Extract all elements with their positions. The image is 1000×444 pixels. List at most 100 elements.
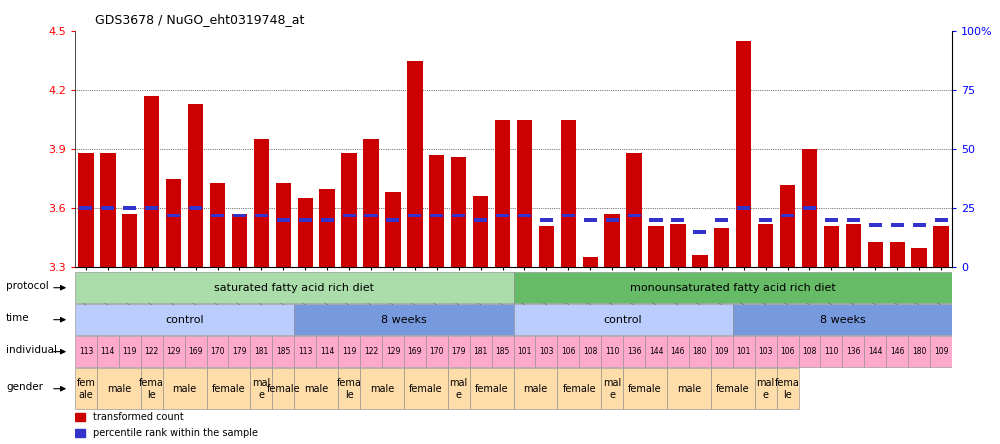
Bar [692, 255, 708, 267]
Bar [316, 336, 338, 367]
Bar [250, 369, 272, 409]
Bar [254, 139, 269, 267]
Bar [930, 336, 952, 367]
Bar [294, 336, 316, 367]
Bar [715, 218, 728, 222]
Bar [250, 336, 272, 367]
Bar [935, 218, 948, 222]
Bar [163, 369, 207, 409]
Bar [891, 223, 904, 226]
Bar [338, 336, 360, 367]
Text: 185: 185 [495, 347, 510, 356]
Bar [496, 214, 509, 217]
Text: female: female [628, 384, 662, 394]
Bar [321, 218, 334, 222]
Bar [141, 369, 163, 409]
Bar [75, 413, 85, 421]
Bar [294, 369, 338, 409]
Text: male: male [523, 384, 548, 394]
Bar [557, 369, 601, 409]
Text: 110: 110 [605, 347, 619, 356]
Bar [847, 218, 860, 222]
Bar [535, 336, 557, 367]
Bar [802, 149, 817, 267]
Bar [671, 218, 684, 222]
Bar [557, 336, 579, 367]
Bar [75, 304, 294, 335]
Text: 103: 103 [758, 347, 773, 356]
Bar [101, 206, 114, 210]
Bar [518, 214, 531, 217]
Bar [755, 369, 777, 409]
Text: 101: 101 [737, 347, 751, 356]
Bar [777, 336, 799, 367]
Text: female: female [562, 384, 596, 394]
Text: 179: 179 [451, 347, 466, 356]
Bar [185, 336, 207, 367]
Text: fema
le: fema le [337, 378, 362, 400]
Bar [514, 304, 733, 335]
Bar [648, 226, 664, 267]
Bar [299, 218, 312, 222]
Bar [404, 369, 448, 409]
Bar [277, 218, 290, 222]
Text: saturated fatty acid rich diet: saturated fatty acid rich diet [214, 283, 374, 293]
Bar [123, 206, 136, 210]
Bar [846, 224, 861, 267]
Bar [408, 214, 421, 217]
Bar [232, 214, 247, 267]
Bar [233, 214, 246, 217]
Bar [667, 369, 711, 409]
Bar [514, 369, 557, 409]
Text: 129: 129 [386, 347, 400, 356]
Bar [360, 369, 404, 409]
Text: 119: 119 [123, 347, 137, 356]
Text: 106: 106 [780, 347, 795, 356]
Text: 114: 114 [101, 347, 115, 356]
Text: male: male [304, 384, 328, 394]
Text: 114: 114 [320, 347, 334, 356]
Bar [711, 336, 733, 367]
Bar [777, 369, 799, 409]
Bar [908, 336, 930, 367]
Text: 169: 169 [408, 347, 422, 356]
Bar [579, 336, 601, 367]
Text: 144: 144 [868, 347, 883, 356]
Bar [470, 336, 492, 367]
Bar [626, 153, 642, 267]
Bar [407, 61, 423, 267]
Text: time: time [6, 313, 30, 323]
Text: percentile rank within the sample: percentile rank within the sample [93, 428, 258, 438]
Bar [430, 214, 443, 217]
Bar [733, 336, 755, 367]
Bar [255, 214, 268, 217]
Text: 101: 101 [517, 347, 532, 356]
Text: 180: 180 [912, 347, 926, 356]
Bar [448, 336, 470, 367]
Text: male: male [677, 384, 701, 394]
Text: 185: 185 [276, 347, 290, 356]
Text: female: female [409, 384, 443, 394]
Bar [473, 196, 488, 267]
Text: 129: 129 [166, 347, 181, 356]
Bar [670, 224, 686, 267]
Bar [868, 242, 883, 267]
Bar [207, 369, 250, 409]
Text: 136: 136 [627, 347, 641, 356]
Bar [645, 336, 667, 367]
Bar [448, 369, 470, 409]
Bar [78, 153, 94, 267]
Bar [97, 336, 119, 367]
Bar [755, 336, 777, 367]
Text: transformed count: transformed count [93, 412, 184, 422]
Text: male: male [107, 384, 131, 394]
Text: control: control [165, 315, 204, 325]
Text: male: male [173, 384, 197, 394]
Bar [298, 198, 313, 267]
Bar [803, 206, 816, 210]
Text: female: female [266, 384, 300, 394]
Bar [97, 369, 141, 409]
Bar [119, 336, 141, 367]
Text: mal
e: mal e [450, 378, 468, 400]
Bar [781, 214, 794, 217]
